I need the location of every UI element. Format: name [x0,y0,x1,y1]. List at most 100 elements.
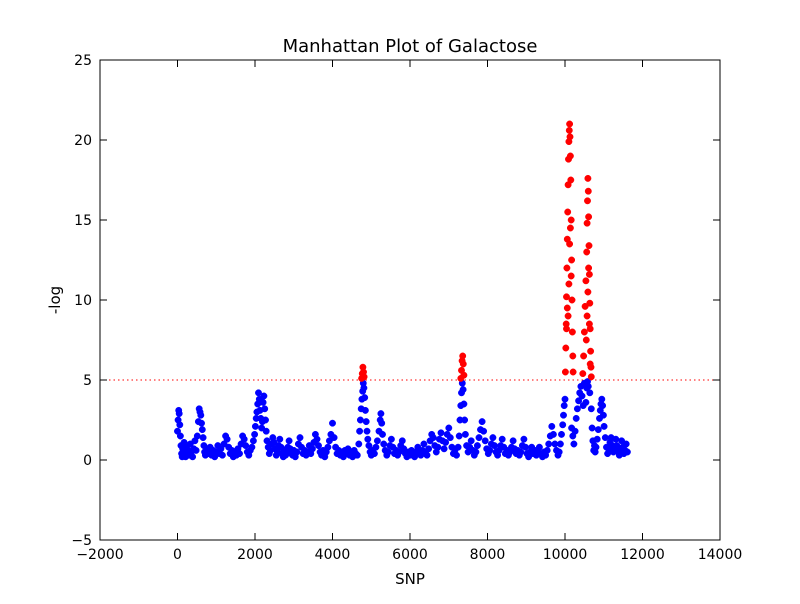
snp-point [425,445,433,453]
y-tick-label: 5 [83,373,92,389]
significant-snp-point [459,360,467,368]
significant-snp-point [566,133,574,141]
significant-snp-point [566,240,574,248]
snp-point [467,437,475,445]
snp-point [461,416,469,424]
snp-point [380,440,388,448]
snp-point [384,448,392,456]
significant-snp-point [565,126,573,134]
significant-snp-point [569,352,577,360]
snp-point [423,451,431,459]
snp-point [395,448,403,456]
snp-point [355,440,363,448]
significant-snp-point [586,360,594,368]
snp-point [360,384,368,392]
y-axis-ticks: −5 0 5 10 15 20 25 [71,53,720,549]
snp-point [478,418,486,426]
significant-snp-point [569,368,577,376]
snp-point [370,450,378,458]
significant-snp-point [584,174,592,182]
snp-point [378,419,386,427]
snp-point [197,411,205,419]
significant-snp-point [580,328,588,336]
snp-point [429,434,437,442]
significant-snp-point [587,347,595,355]
snp-point [261,405,269,413]
snp-point [517,448,525,456]
significant-snp-point [579,370,587,378]
snp-point [559,421,567,429]
snp-point [251,422,259,430]
snp-point [251,430,259,438]
snp-point [586,389,594,397]
significant-snp-point [585,320,593,328]
snp-point [262,427,270,435]
significant-snp-point [580,352,588,360]
significant-snp-point [360,373,368,381]
x-tick-label: 2000 [237,547,273,563]
snp-point [175,410,183,418]
snp-point [242,442,250,450]
significant-snp-point [587,373,595,381]
snp-point [325,437,333,445]
x-tick-label: 6000 [392,547,428,563]
x-tick-label: 8000 [470,547,506,563]
snp-point [455,432,463,440]
snp-point [218,451,226,459]
snp-point [313,435,321,443]
significant-snp-point [563,325,570,333]
snp-point [362,418,370,426]
snp-point [599,411,607,419]
snp-point [442,438,450,446]
snp-point [361,406,369,414]
snp-point [223,435,231,443]
y-axis-label: -log [46,286,64,314]
significant-snp-point [566,120,574,128]
snp-point [459,386,467,394]
snp-point [571,427,579,435]
snp-point [240,435,248,443]
significant-snp-point [585,213,593,221]
data-points-layer [174,120,631,461]
snp-point [353,451,361,459]
snp-point [377,410,385,418]
snp-point [372,443,380,451]
snp-point [480,427,488,435]
significant-snp-point [568,328,576,336]
snp-point [622,440,630,448]
snp-point [560,411,567,419]
x-tick-label: −2000 [76,547,123,563]
snp-point [198,426,206,434]
x-tick-label: 14000 [698,547,743,563]
snp-point [193,432,201,440]
snp-point [498,435,506,443]
snp-point [612,435,620,443]
snp-point [556,440,564,448]
snp-point [260,392,268,400]
x-tick-label: 12000 [620,547,665,563]
significant-snp-point [563,293,570,301]
snp-point [398,437,406,445]
snp-point [453,451,460,459]
snp-point [572,414,580,422]
snp-point [601,434,609,442]
snp-point [192,446,200,454]
snp-point [472,448,480,456]
significant-snp-point [583,312,591,320]
snp-point [437,429,445,437]
snp-point [276,435,284,443]
snp-point [248,443,256,451]
snp-point [461,430,469,438]
snp-point [598,395,606,403]
significant-snp-point [582,277,590,285]
y-tick-label: 15 [74,213,92,229]
snp-point [593,435,601,443]
snp-point [600,422,608,430]
significant-snp-point [563,264,571,272]
snp-point [520,435,528,443]
snp-point [315,442,322,450]
snp-point [379,430,386,438]
y-tick-label: 20 [74,133,92,149]
snp-point [509,437,517,445]
